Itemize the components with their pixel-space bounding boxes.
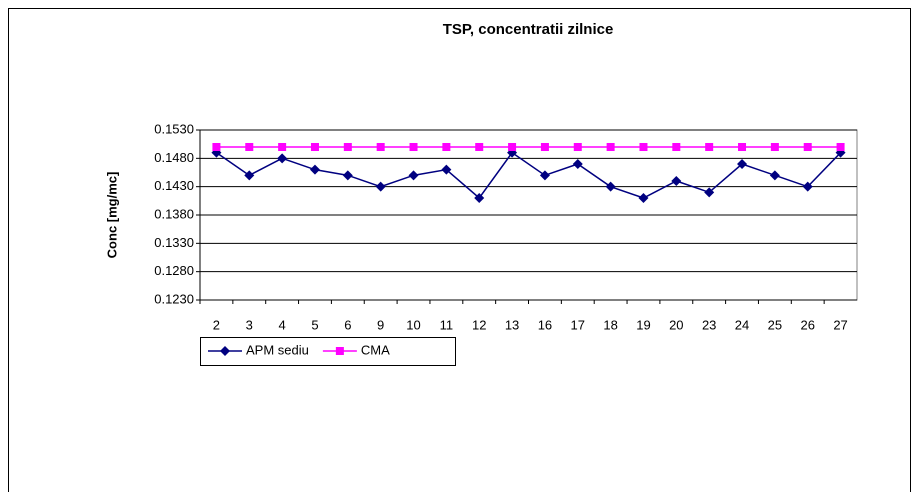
x-tick-label: 18: [603, 317, 617, 332]
x-tick-label: 27: [833, 317, 847, 332]
data-point: [244, 170, 255, 181]
data-point: [638, 193, 649, 203]
legend-marker: [220, 346, 230, 356]
x-tick-label: 11: [440, 317, 454, 332]
data-point: [376, 143, 385, 151]
x-tick-label: 6: [344, 317, 351, 332]
x-tick-label: 12: [472, 317, 486, 332]
series-line: [215, 151, 842, 200]
y-tick-label: 0.1430: [154, 178, 194, 193]
data-point: [572, 159, 583, 169]
data-point: [409, 143, 418, 151]
data-point: [475, 143, 484, 151]
data-point: [212, 143, 221, 151]
data-point: [672, 143, 681, 151]
x-tick-label: 25: [768, 317, 782, 332]
data-point: [442, 143, 451, 151]
data-point: [836, 143, 845, 151]
x-tick-label: 17: [571, 317, 585, 332]
data-point: [310, 143, 319, 151]
data-point: [573, 143, 582, 151]
x-tick-label: 23: [702, 317, 716, 332]
data-point: [245, 143, 254, 151]
data-point: [309, 164, 320, 175]
legend-marker: [335, 347, 344, 355]
y-axis-label: Conc [mg/mc]: [104, 172, 119, 259]
data-point: [474, 193, 485, 203]
y-tick-label: 0.1380: [154, 206, 194, 221]
data-point: [704, 187, 715, 198]
y-tick-label: 0.1530: [154, 121, 194, 136]
y-tick-label: 0.1480: [154, 150, 194, 165]
x-tick-label: 13: [505, 317, 519, 332]
chart-title: TSP, concentratii zilnice: [443, 21, 614, 38]
data-point: [343, 143, 352, 151]
data-point: [705, 143, 714, 151]
x-tick-label: 19: [636, 317, 650, 332]
y-tick-label: 0.1280: [154, 263, 194, 278]
x-tick-label: 10: [406, 317, 420, 332]
legend-label: APM sediu: [246, 342, 309, 357]
data-point: [671, 176, 682, 186]
data-point: [770, 143, 779, 151]
data-point: [540, 143, 549, 151]
x-tick-label: 20: [669, 317, 683, 332]
data-point: [606, 143, 615, 151]
data-point: [639, 143, 648, 151]
x-tick-label: 3: [246, 317, 253, 332]
data-point: [605, 181, 616, 192]
x-tick-label: 5: [311, 317, 318, 332]
data-point: [737, 159, 748, 169]
data-point: [408, 170, 419, 181]
y-tick-label: 0.1330: [154, 235, 194, 250]
data-point: [278, 143, 287, 151]
x-tick-label: 26: [800, 317, 814, 332]
x-tick-label: 16: [538, 317, 552, 332]
x-tick-label: 24: [735, 317, 749, 332]
data-point: [539, 170, 550, 181]
data-point: [802, 181, 813, 192]
x-tick-label: 4: [279, 317, 286, 332]
data-point: [375, 181, 386, 192]
data-point: [342, 170, 353, 181]
y-tick-label: 0.1230: [154, 291, 194, 306]
data-point: [441, 164, 452, 175]
data-point: [803, 143, 812, 151]
legend-label: CMA: [361, 342, 390, 357]
x-tick-label: 9: [377, 317, 384, 332]
data-point: [277, 153, 288, 164]
data-point: [738, 143, 747, 151]
x-tick-label: 2: [213, 317, 220, 332]
data-point: [769, 170, 780, 181]
data-point: [508, 143, 517, 151]
